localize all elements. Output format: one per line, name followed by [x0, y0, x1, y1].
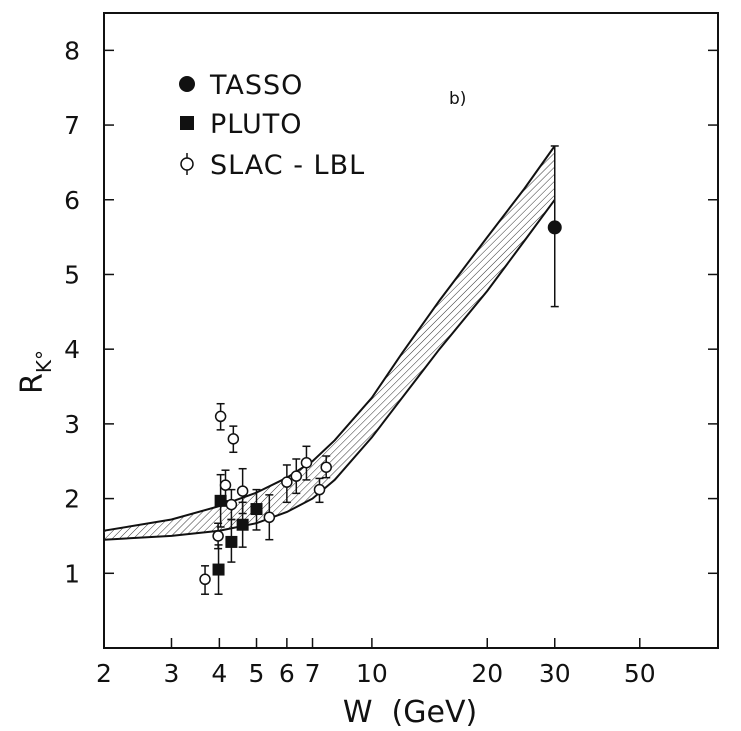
legend-marker-slac-lbl [180, 157, 194, 171]
point-slac-lbl [225, 498, 238, 511]
point-slac-lbl [281, 476, 293, 488]
legend-label-pluto: PLUTO [210, 109, 303, 140]
point-slac-lbl [263, 511, 276, 524]
panel-label: b) [449, 89, 466, 109]
point-slac-lbl [219, 479, 232, 491]
point-pluto [225, 535, 238, 548]
legend: TASSO PLUTO SLAC - LBL [179, 70, 365, 181]
point-slac-lbl [227, 433, 240, 445]
y-tick-label: 8 [64, 36, 80, 65]
x-tick-label: 7 [305, 659, 321, 688]
point-slac-lbl [300, 456, 313, 469]
model-band-group [103, 145, 556, 541]
legend-marker-pluto [180, 116, 194, 130]
x-tick-label: 4 [211, 659, 227, 688]
x-tick-label: 3 [164, 659, 180, 688]
point-slac-lbl [313, 483, 326, 496]
legend-label-slac-lbl: SLAC - LBL [210, 150, 365, 181]
x-tick-label: 20 [471, 659, 503, 688]
y-tick-label: 3 [64, 410, 80, 439]
y-tick-label: 6 [64, 186, 80, 215]
x-tick-label: 6 [279, 659, 295, 688]
model-band-fill [104, 146, 555, 540]
data-points-group [199, 145, 562, 595]
point-slac-lbl [320, 461, 332, 473]
y-tick-label: 2 [64, 485, 80, 514]
x-tick-label: 50 [624, 659, 656, 688]
y-axis-title-group: RK° [15, 350, 56, 394]
point-pluto [212, 563, 225, 576]
point-pluto [214, 494, 227, 507]
x-axis-title: W (GeV) [343, 695, 477, 730]
x-tick-label: 2 [96, 659, 112, 688]
y-tick-label: 1 [64, 559, 80, 588]
point-pluto [250, 503, 263, 516]
y-tick-label: 5 [64, 260, 80, 289]
point-tasso [547, 220, 562, 235]
point-slac-lbl [236, 485, 249, 497]
point-slac-lbl [214, 410, 227, 423]
y-axis-title-subscript: K° [32, 350, 56, 373]
legend-label-tasso: TASSO [209, 70, 303, 101]
y-tick-label: 7 [64, 111, 80, 140]
legend-marker-tasso [179, 76, 195, 92]
y-axis-title: R [15, 373, 50, 394]
point-slac-lbl [212, 530, 224, 542]
svg-text:RK°: RK° [15, 350, 56, 394]
point-pluto [236, 518, 249, 531]
x-tick-label: 5 [249, 659, 265, 688]
point-slac-lbl [199, 573, 211, 586]
x-tick-label: 30 [539, 659, 571, 688]
plot-frame [103, 12, 719, 649]
x-tick-label: 10 [356, 659, 388, 688]
y-tick-label: 4 [64, 335, 80, 364]
point-slac-lbl [290, 470, 303, 482]
